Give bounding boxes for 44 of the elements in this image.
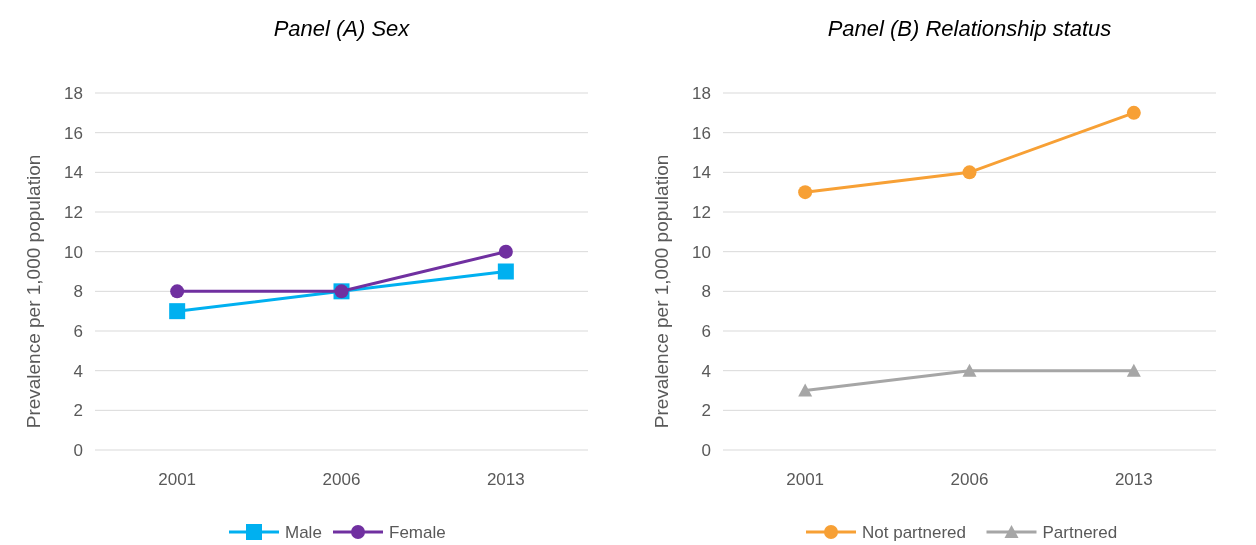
y-tick-label: 16: [692, 123, 711, 143]
y-tick-label: 8: [73, 282, 83, 302]
x-tick-label: 2013: [1114, 470, 1153, 489]
legend-label: Not partnered: [862, 522, 966, 542]
y-axis-title: Prevalence per 1,000 population: [23, 154, 44, 429]
x-tick-label: 2013: [486, 470, 525, 489]
y-tick-label: 4: [701, 361, 711, 381]
y-tick-label: 12: [692, 202, 711, 222]
point: [497, 263, 514, 280]
point: [962, 363, 977, 377]
y-tick-label: 18: [692, 83, 711, 103]
point: [798, 185, 813, 200]
y-tick-label: 0: [701, 440, 711, 460]
x-tick-label: 2006: [950, 470, 989, 489]
y-tick-label: 16: [64, 123, 83, 143]
y-tick-label: 14: [64, 163, 83, 183]
y-tick-label: 2: [73, 401, 83, 421]
point: [798, 383, 813, 397]
point: [170, 284, 185, 299]
y-tick-label: 14: [692, 163, 711, 183]
x-tick-label: 2006: [322, 470, 361, 489]
legend-label: Male: [285, 522, 322, 542]
y-tick-label: 8: [701, 282, 711, 302]
point: [962, 165, 977, 180]
y-tick-label: 6: [701, 321, 711, 341]
chart-title: Panel (A) Sex: [273, 16, 411, 41]
y-tick-label: 10: [692, 242, 711, 262]
legend-label: Partnered: [1042, 522, 1118, 542]
y-tick-label: 18: [64, 83, 83, 103]
y-tick-label: 10: [64, 242, 83, 262]
y-tick-label: 4: [73, 361, 83, 381]
chart-title: Panel (B) Relationship status: [827, 16, 1112, 41]
y-tick-label: 0: [73, 440, 83, 460]
point: [1126, 363, 1141, 377]
legend-label: Female: [389, 522, 446, 542]
y-tick-label: 2: [701, 401, 711, 421]
point: [498, 244, 513, 259]
point: [169, 303, 186, 320]
x-tick-label: 2001: [158, 470, 197, 489]
y-axis-title: Prevalence per 1,000 population: [651, 154, 672, 429]
x-tick-label: 2001: [786, 470, 825, 489]
y-tick-label: 6: [73, 321, 83, 341]
point: [1126, 105, 1141, 120]
y-tick-label: 12: [64, 202, 83, 222]
